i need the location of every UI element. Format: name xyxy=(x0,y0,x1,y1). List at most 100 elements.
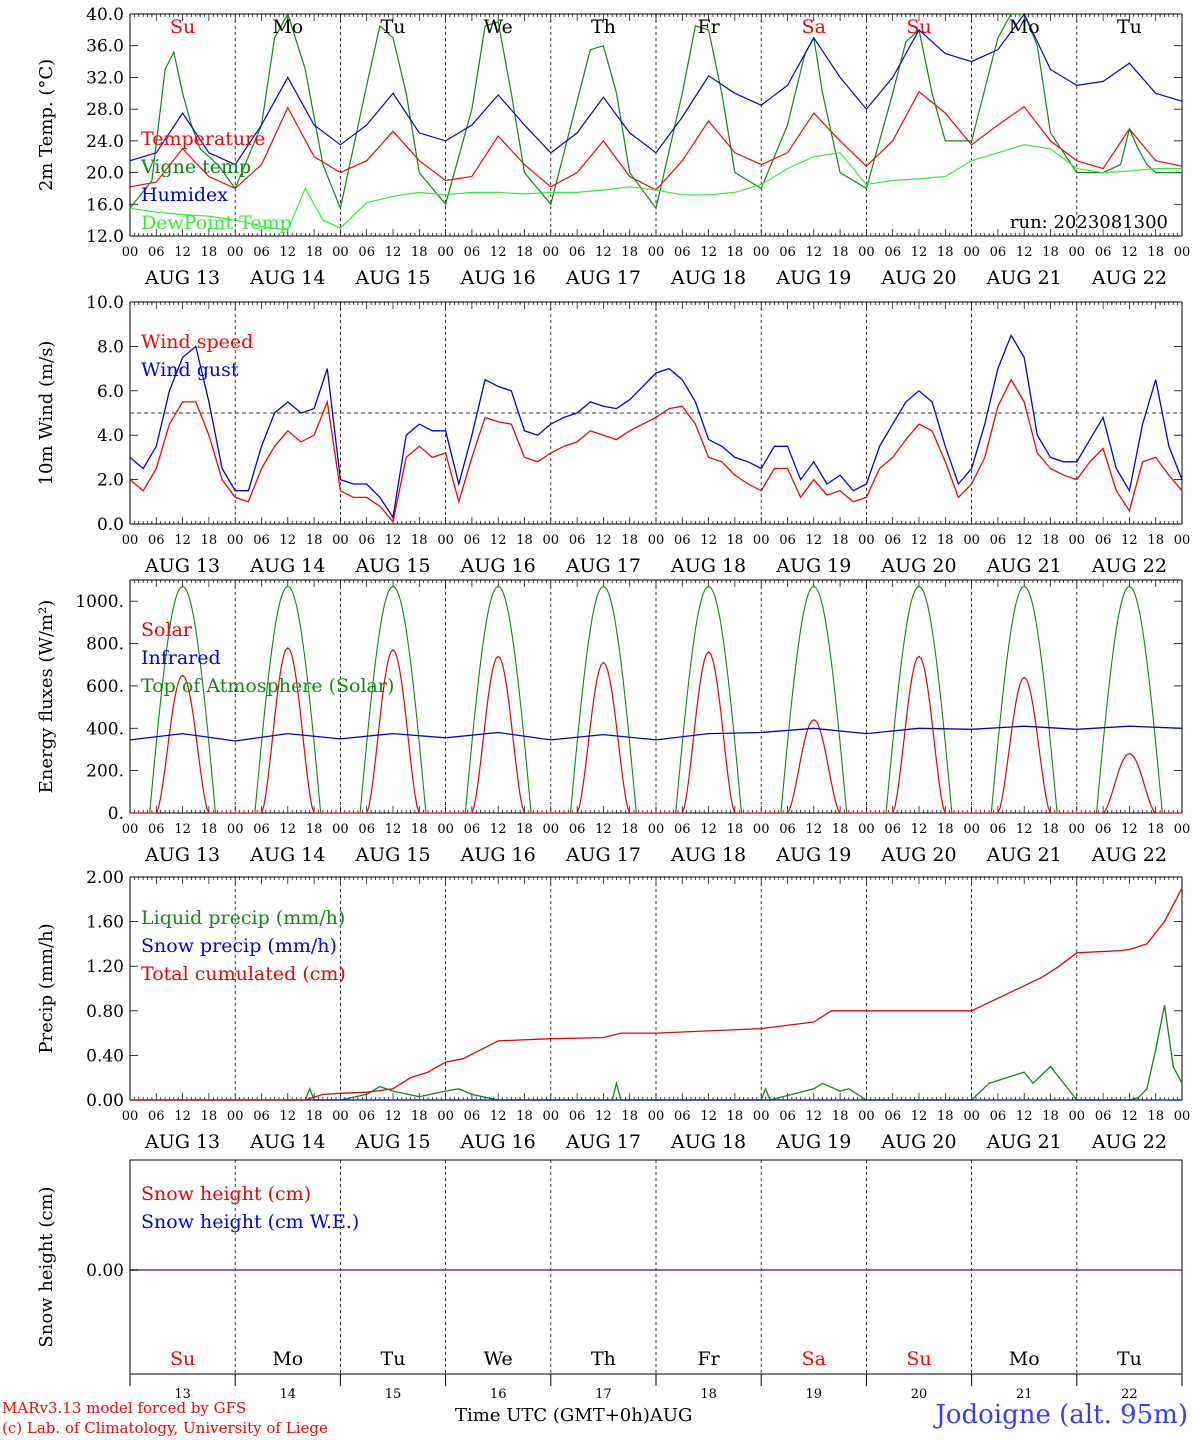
x-hour-tick-label: 06 xyxy=(1095,822,1112,837)
x-hour-tick-label: 06 xyxy=(884,245,901,260)
legend-entry-1-0: Temperature xyxy=(141,128,265,150)
x-hour-tick-label: 06 xyxy=(569,533,586,548)
y-tick-label: 0.40 xyxy=(86,1046,124,1066)
x-hour-tick-label: 06 xyxy=(569,245,586,260)
x-hour-tick-label: 12 xyxy=(174,533,191,548)
x-hour-tick-label: 12 xyxy=(700,1109,717,1124)
x-hour-tick-label: 18 xyxy=(832,245,849,260)
x-date-label: AUG 19 xyxy=(775,844,851,866)
legend-entry-4-0: Liquid precip (mm/h) xyxy=(141,907,345,929)
x-hour-tick-label: 06 xyxy=(674,1109,691,1124)
x-hour-tick-label: 06 xyxy=(464,245,481,260)
x-hour-tick-label: 12 xyxy=(385,533,402,548)
x-hour-tick-label: 06 xyxy=(464,533,481,548)
x-hour-tick-label: 18 xyxy=(201,1109,218,1124)
x-hour-tick-label: 00 xyxy=(437,533,454,548)
x-hour-tick-label: 18 xyxy=(411,245,428,260)
x-hour-tick-label: 00 xyxy=(543,533,560,548)
y-axis-label-3: Energy fluxes (W/m²) xyxy=(36,600,57,794)
x-hour-tick-label: 00 xyxy=(227,533,244,548)
x-hour-tick-label: 00 xyxy=(753,822,770,837)
x-hour-tick-label: 06 xyxy=(1095,1109,1112,1124)
x-hour-tick-label: 06 xyxy=(779,822,796,837)
x-date-label: AUG 15 xyxy=(354,555,430,577)
y-tick-label: 0.00 xyxy=(86,1091,124,1111)
x-hour-tick-label: 00 xyxy=(753,533,770,548)
x-hour-tick-label: 12 xyxy=(174,245,191,260)
x-hour-tick-label: 06 xyxy=(779,1109,796,1124)
day-label-bottom: Tu xyxy=(1117,1348,1142,1370)
x-hour-tick-label: 06 xyxy=(990,533,1007,548)
x-date-label: AUG 22 xyxy=(1091,555,1167,577)
y-axis-label-5: Snow height (cm) xyxy=(36,1186,57,1347)
y-tick-label: 28.0 xyxy=(86,100,124,120)
day-label-top: Fr xyxy=(697,16,720,38)
x-hour-tick-label: 18 xyxy=(1042,245,1059,260)
x-hour-tick-label: 00 xyxy=(227,245,244,260)
series-total-cumulated-cm- xyxy=(130,887,1183,1101)
x-date-label: AUG 13 xyxy=(144,844,220,866)
day-label-bottom: Fr xyxy=(697,1348,720,1370)
x-hour-tick-label: 00 xyxy=(332,245,349,260)
x-hour-tick-label: 12 xyxy=(806,822,823,837)
x-date-label: AUG 16 xyxy=(460,844,536,866)
x-date-label: AUG 13 xyxy=(144,555,220,577)
x-hour-tick-label: 06 xyxy=(148,822,165,837)
run-annotation: run: 2023081300 xyxy=(1010,212,1168,233)
x-hour-tick-label: 18 xyxy=(516,1109,533,1124)
x-hour-tick-label: 18 xyxy=(621,245,638,260)
x-hour-tick-label: 12 xyxy=(1016,1109,1033,1124)
x-hour-tick-label: 12 xyxy=(490,533,507,548)
x-date-label: AUG 21 xyxy=(986,1131,1062,1153)
y-tick-label: 36.0 xyxy=(86,37,124,57)
x-hour-tick-label: 00 xyxy=(753,245,770,260)
series-solar xyxy=(130,646,1182,814)
y-tick-label: 0.00 xyxy=(86,1261,124,1281)
x-hour-tick-label: 00 xyxy=(963,1109,980,1124)
day-label-top: Tu xyxy=(1117,16,1142,38)
x-date-label: AUG 21 xyxy=(986,555,1062,577)
x-hour-tick-label: 00 xyxy=(858,245,875,260)
series-wind-speed xyxy=(129,378,1183,524)
day-number-label: 21 xyxy=(1016,1387,1033,1402)
x-date-label: AUG 17 xyxy=(565,267,641,289)
x-hour-tick-label: 06 xyxy=(253,1109,270,1124)
x-date-label: AUG 20 xyxy=(880,844,956,866)
day-label-top: Sa xyxy=(802,16,826,38)
day-label-bottom: Th xyxy=(591,1348,616,1370)
x-date-label: AUG 14 xyxy=(249,267,325,289)
x-hour-tick-label: 06 xyxy=(674,245,691,260)
x-hour-tick-label: 18 xyxy=(1147,533,1164,548)
legend-entry-4-2: Total cumulated (cm) xyxy=(141,963,346,985)
footer-credit-text: (c) Lab. of Climatology, University of L… xyxy=(2,1419,328,1437)
day-number-label: 16 xyxy=(490,1387,507,1402)
x-date-label: AUG 15 xyxy=(354,844,430,866)
x-hour-tick-label: 18 xyxy=(201,822,218,837)
day-number-label: 18 xyxy=(700,1387,717,1402)
x-hour-tick-label: 18 xyxy=(937,1109,954,1124)
x-date-label: AUG 20 xyxy=(880,555,956,577)
x-date-label: AUG 15 xyxy=(354,267,430,289)
footer-model-text: MARv3.13 model forced by GFS xyxy=(2,1399,247,1417)
y-tick-label: 600. xyxy=(86,677,124,697)
y-tick-label: 1.60 xyxy=(86,913,124,933)
day-number-label: 13 xyxy=(174,1387,191,1402)
x-hour-tick-label: 06 xyxy=(1095,245,1112,260)
y-tick-label: 6.0 xyxy=(97,382,124,402)
x-hour-tick-label: 00 xyxy=(1174,245,1191,260)
day-label-top: Mo xyxy=(1009,16,1040,38)
day-label-bottom: Su xyxy=(170,1348,195,1370)
x-hour-tick-label: 12 xyxy=(174,822,191,837)
legend-entry-1-3: DewPoint Temp xyxy=(141,212,292,234)
day-label-bottom: Sa xyxy=(802,1348,826,1370)
x-hour-tick-label: 00 xyxy=(1069,533,1086,548)
x-date-label: AUG 18 xyxy=(670,844,746,866)
x-hour-tick-label: 06 xyxy=(884,533,901,548)
y-tick-label: 8.0 xyxy=(97,337,124,357)
x-date-label: AUG 15 xyxy=(354,1131,430,1153)
day-label-bottom: Tu xyxy=(381,1348,406,1370)
x-hour-tick-label: 12 xyxy=(806,245,823,260)
x-hour-tick-label: 06 xyxy=(253,533,270,548)
x-hour-tick-label: 12 xyxy=(385,822,402,837)
x-hour-tick-label: 00 xyxy=(1069,1109,1086,1124)
